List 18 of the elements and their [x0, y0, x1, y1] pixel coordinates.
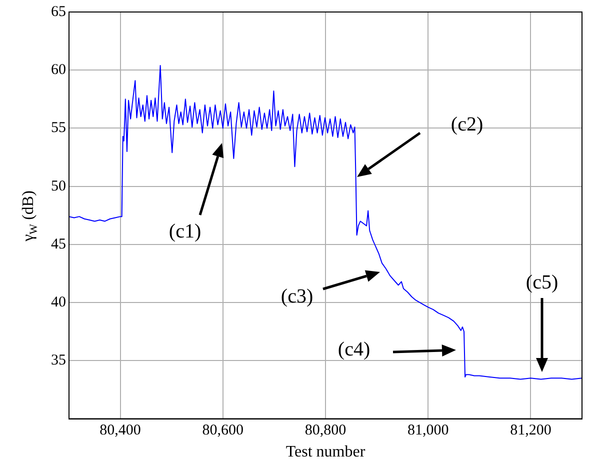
x-tick-label: 80,800 [304, 422, 346, 439]
annotation: (c3) [280, 285, 314, 308]
annotation: (c5) [526, 271, 558, 294]
y-tick-label: 55 [51, 120, 66, 136]
x-tick-label: 80,600 [202, 422, 244, 439]
y-tick-label: 40 [51, 294, 66, 311]
annotation: (c4) [338, 338, 370, 360]
x-tick-label: 80,400 [100, 422, 141, 439]
x-tick-label: 81,000 [407, 422, 449, 439]
annotation: (c2) [450, 113, 484, 136]
y-tick-label: 50 [51, 178, 66, 194]
y-tick-label: 60 [51, 62, 66, 78]
x-axis-title: Test number [286, 444, 366, 461]
y-tick-label: 45 [51, 236, 66, 252]
y-tick-label: 35 [51, 352, 66, 369]
annotation: (c1) [168, 220, 202, 242]
x-tick-label: 81,200 [510, 422, 552, 439]
y-tick-label: 65 [51, 4, 66, 20]
